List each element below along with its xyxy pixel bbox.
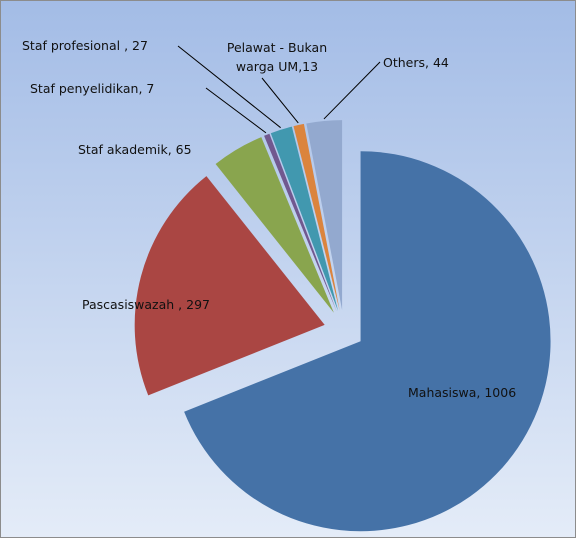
leader-line	[205, 87, 267, 134]
data-label: Staf penyelidikan, 7	[30, 81, 155, 96]
pie-slice	[215, 137, 334, 313]
data-label: Others, 44	[383, 55, 449, 70]
leader-line	[323, 61, 381, 120]
leader-line	[261, 77, 299, 124]
data-label: Staf profesional , 27	[22, 38, 148, 53]
pie-slice	[306, 120, 343, 311]
pie-slice	[134, 176, 325, 396]
pie-slice	[270, 126, 339, 311]
pie-slice	[264, 133, 337, 312]
data-label: Pelawat - Bukan warga UM,13	[226, 40, 328, 74]
pie-slice	[184, 151, 551, 532]
pie-slice	[293, 123, 340, 311]
data-label: Mahasiswa, 1006	[408, 385, 517, 400]
leader-line	[177, 45, 281, 129]
data-label: Pascasiswazah , 297	[82, 297, 210, 312]
data-label: Staf akademik, 65	[78, 142, 192, 157]
